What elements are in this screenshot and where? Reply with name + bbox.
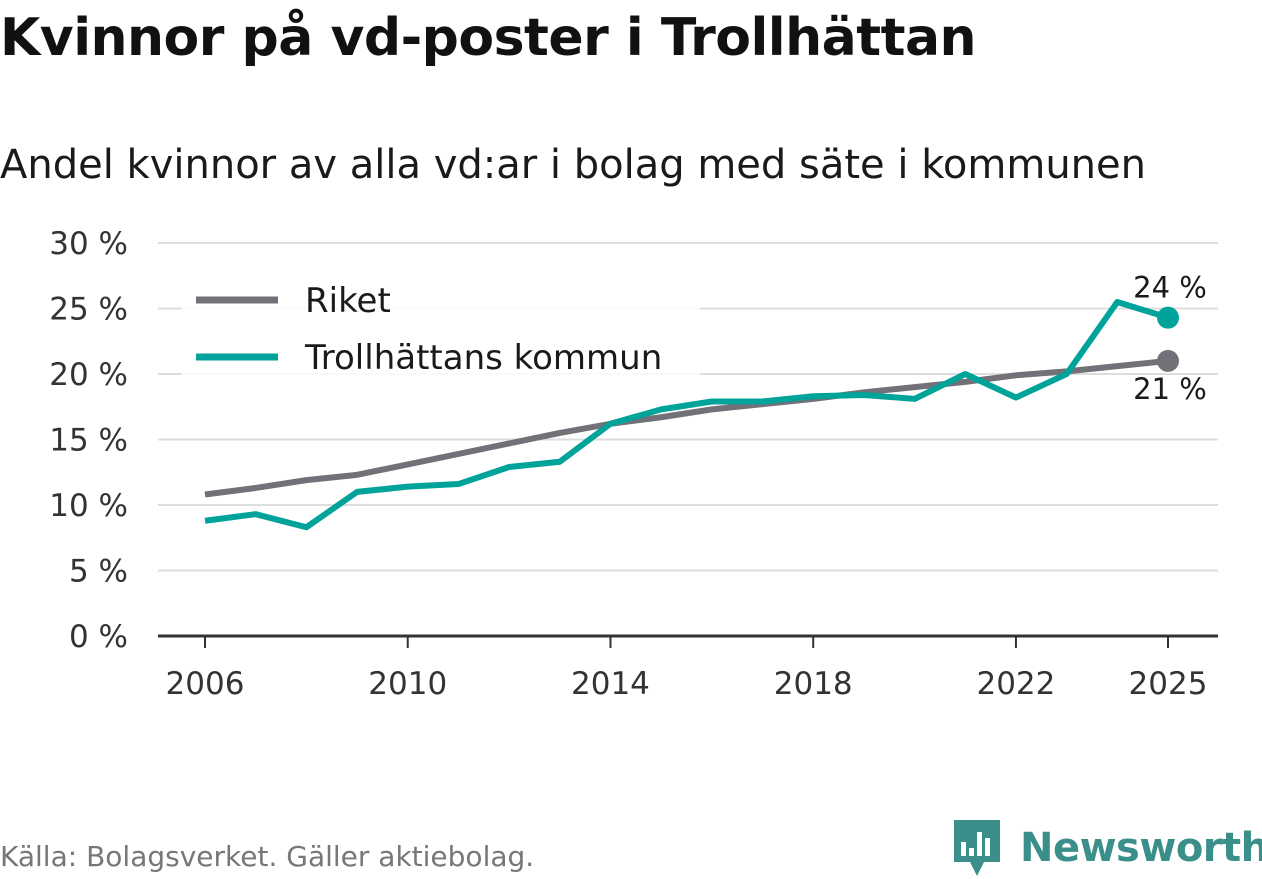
y-axis-ticks: 0 % 5 % 10 % 15 % 20 % 25 % 30 %: [49, 226, 128, 655]
x-tick-label: 2025: [1129, 666, 1208, 702]
end-value-label: 24 %: [1133, 271, 1207, 305]
y-tick-label: 0 %: [69, 619, 128, 655]
series-lines: [204, 298, 1169, 531]
end-point-marker: [1157, 349, 1179, 372]
x-tick-label: 2010: [368, 666, 447, 702]
end-value-label: 21 %: [1133, 372, 1207, 406]
source-note: Källa: Bolagsverket. Gäller aktiebolag.: [0, 840, 535, 873]
legend: Riket Trollhättans kommun: [182, 272, 700, 390]
legend-label: Trollhättans kommun: [304, 338, 662, 378]
y-tick-label: 5 %: [69, 554, 128, 590]
series-line-riket: [204, 357, 1169, 498]
y-tick-label: 15 %: [49, 423, 128, 459]
chart-title: Kvinnor på vd-poster i Trollhättan: [0, 8, 977, 68]
brand-name: Newsworthy: [1020, 825, 1262, 871]
y-tick-label: 10 %: [49, 488, 128, 524]
chart-subtitle: Andel kvinnor av alla vd:ar i bolag med …: [0, 142, 1146, 188]
y-tick-label: 25 %: [49, 292, 128, 328]
legend-background: [182, 272, 700, 390]
end-point-marker: [1157, 306, 1179, 329]
y-tick-label: 30 %: [49, 226, 128, 262]
end-points: 21 % 24 %: [1133, 271, 1207, 406]
y-tick-label: 20 %: [49, 357, 128, 393]
legend-label: Riket: [305, 281, 391, 321]
x-tick-label: 2014: [571, 666, 650, 702]
x-tick-label: 2022: [976, 666, 1055, 702]
x-tick-label: 2006: [166, 666, 245, 702]
x-axis-ticks: 2006 2010 2014 2018 2022 2025: [166, 636, 1208, 702]
x-tick-label: 2018: [774, 666, 853, 702]
newsworthy-logo-icon: [954, 820, 1000, 876]
series-line-kommun: [204, 298, 1169, 531]
brand-logo: Newsworthy: [952, 818, 1262, 878]
